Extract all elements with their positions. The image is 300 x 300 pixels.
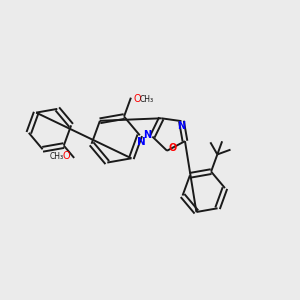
Text: O: O <box>63 152 70 161</box>
Text: N: N <box>177 122 185 131</box>
Text: O: O <box>168 143 176 153</box>
Text: N: N <box>143 130 152 140</box>
Text: CH₃: CH₃ <box>49 152 63 161</box>
Text: N: N <box>137 137 146 147</box>
Text: CH₃: CH₃ <box>140 95 154 104</box>
Text: O: O <box>134 94 141 104</box>
